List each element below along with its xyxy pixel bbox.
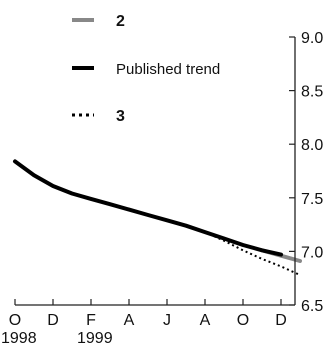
x-tick-label: O [237, 312, 249, 329]
x-tick-label: O [9, 312, 21, 329]
x-year-label: 1999 [77, 330, 113, 347]
x-tick-label: D [275, 312, 287, 329]
y-tick-label: 7.5 [301, 191, 323, 208]
x-tick-label: F [86, 312, 96, 329]
legend-label: Published trend [116, 61, 220, 78]
x-tick-label: J [163, 312, 171, 329]
series-line-published-trend [13, 159, 283, 257]
y-tick-label: 6.5 [301, 298, 323, 315]
y-tick-label: 7.0 [301, 244, 323, 261]
y-tick-label: 9.0 [301, 30, 323, 47]
x-year-label: 1998 [1, 330, 37, 347]
axes-layer: O D F A J A O D 1998 1999 6.5 7.0 7.5 8.0 8.5 9.0 [1, 30, 323, 347]
series-layer [13, 159, 302, 276]
y-tick-label: 8.5 [301, 84, 323, 101]
legend-label: 2 [116, 13, 125, 30]
series-line-3 [204, 231, 301, 276]
x-tick-label: A [200, 312, 211, 329]
legend: 2 Published trend 3 [72, 13, 220, 125]
legend-label: 3 [116, 108, 125, 125]
x-tick-label: D [47, 312, 59, 329]
x-tick-label: A [124, 312, 135, 329]
y-tick-label: 8.0 [301, 137, 323, 154]
